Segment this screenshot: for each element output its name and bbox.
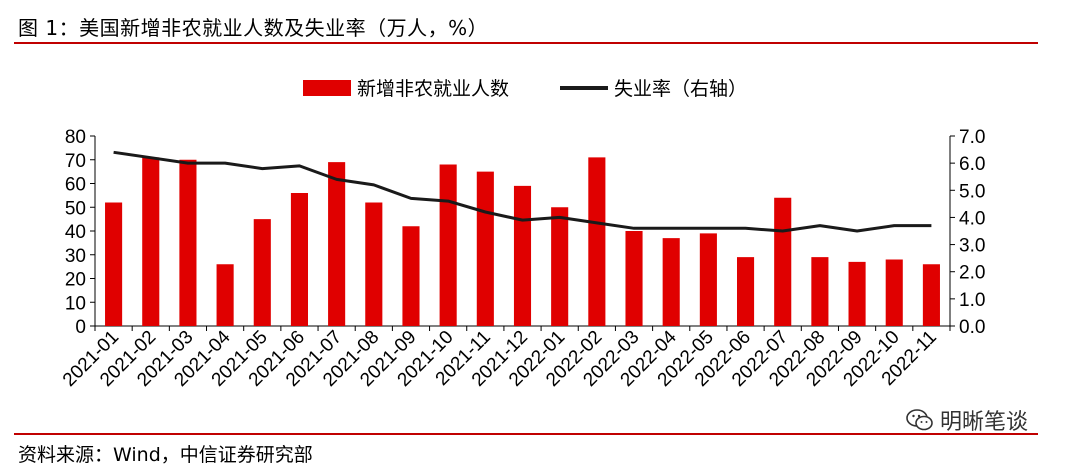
legend-line-label: 失业率（右轴） bbox=[614, 78, 747, 100]
y-left-tick-label: 60 bbox=[65, 175, 86, 196]
y-left-tick-label: 80 bbox=[65, 127, 86, 148]
bar bbox=[848, 261, 866, 326]
chart-axes: 010203040506070800.01.02.03.04.05.06.07.… bbox=[65, 127, 986, 338]
y-left-tick-label: 70 bbox=[65, 151, 86, 172]
y-right-tick-label: 0.0 bbox=[959, 317, 985, 338]
wechat-icon bbox=[906, 409, 933, 431]
bar bbox=[588, 157, 606, 326]
bar-series bbox=[105, 157, 940, 326]
y-left-tick-label: 20 bbox=[65, 270, 86, 291]
source-note: 资料来源：Wind，中信证券研究部 bbox=[18, 444, 313, 466]
bar bbox=[513, 185, 532, 326]
legend-bar-swatch bbox=[303, 80, 351, 96]
title-divider bbox=[14, 42, 1038, 44]
y-left-tick-label: 0 bbox=[75, 317, 86, 338]
bar bbox=[699, 233, 717, 326]
bar bbox=[625, 231, 643, 326]
x-axis-labels: 2021-012021-022021-032021-042021-052021-… bbox=[59, 326, 941, 390]
bar bbox=[328, 162, 346, 326]
watermark: 明晰笔谈 bbox=[906, 404, 1028, 436]
figure-title: 图 1：美国新增非农就业人数及失业率（万人，%） bbox=[18, 16, 489, 40]
bar bbox=[142, 157, 160, 326]
y-right-tick-label: 3.0 bbox=[959, 236, 985, 257]
bar bbox=[662, 238, 680, 326]
bar bbox=[179, 159, 197, 326]
y-right-tick-label: 5.0 bbox=[959, 181, 985, 202]
y-right-tick-label: 6.0 bbox=[959, 154, 985, 175]
bar bbox=[922, 264, 940, 326]
y-left-tick-label: 30 bbox=[65, 246, 86, 267]
bar bbox=[551, 207, 569, 326]
y-left-tick-label: 50 bbox=[65, 198, 86, 219]
y-left-tick-label: 40 bbox=[65, 222, 86, 243]
bar bbox=[736, 257, 755, 326]
bar bbox=[365, 202, 383, 326]
bar bbox=[402, 226, 420, 326]
y-right-tick-label: 4.0 bbox=[959, 208, 985, 229]
y-right-tick-label: 2.0 bbox=[959, 263, 985, 284]
watermark-text: 明晰笔谈 bbox=[940, 410, 1029, 435]
bar bbox=[253, 219, 271, 326]
y-left-tick-label: 10 bbox=[65, 293, 86, 314]
chart-legend: 新增非农就业人数 失业率（右轴） bbox=[303, 78, 747, 100]
bar bbox=[290, 193, 309, 326]
bar bbox=[105, 202, 123, 326]
bar bbox=[216, 264, 234, 326]
y-right-tick-label: 1.0 bbox=[959, 290, 985, 311]
unemployment-line bbox=[113, 150, 932, 233]
bar bbox=[885, 259, 903, 326]
bar bbox=[476, 171, 494, 326]
bar bbox=[774, 197, 792, 326]
y-right-tick-label: 7.0 bbox=[959, 127, 985, 148]
legend-bar-label: 新增非农就业人数 bbox=[357, 78, 509, 100]
bar bbox=[811, 257, 829, 326]
line-series bbox=[113, 150, 932, 233]
footer-divider bbox=[14, 433, 1038, 435]
bar bbox=[439, 164, 457, 326]
